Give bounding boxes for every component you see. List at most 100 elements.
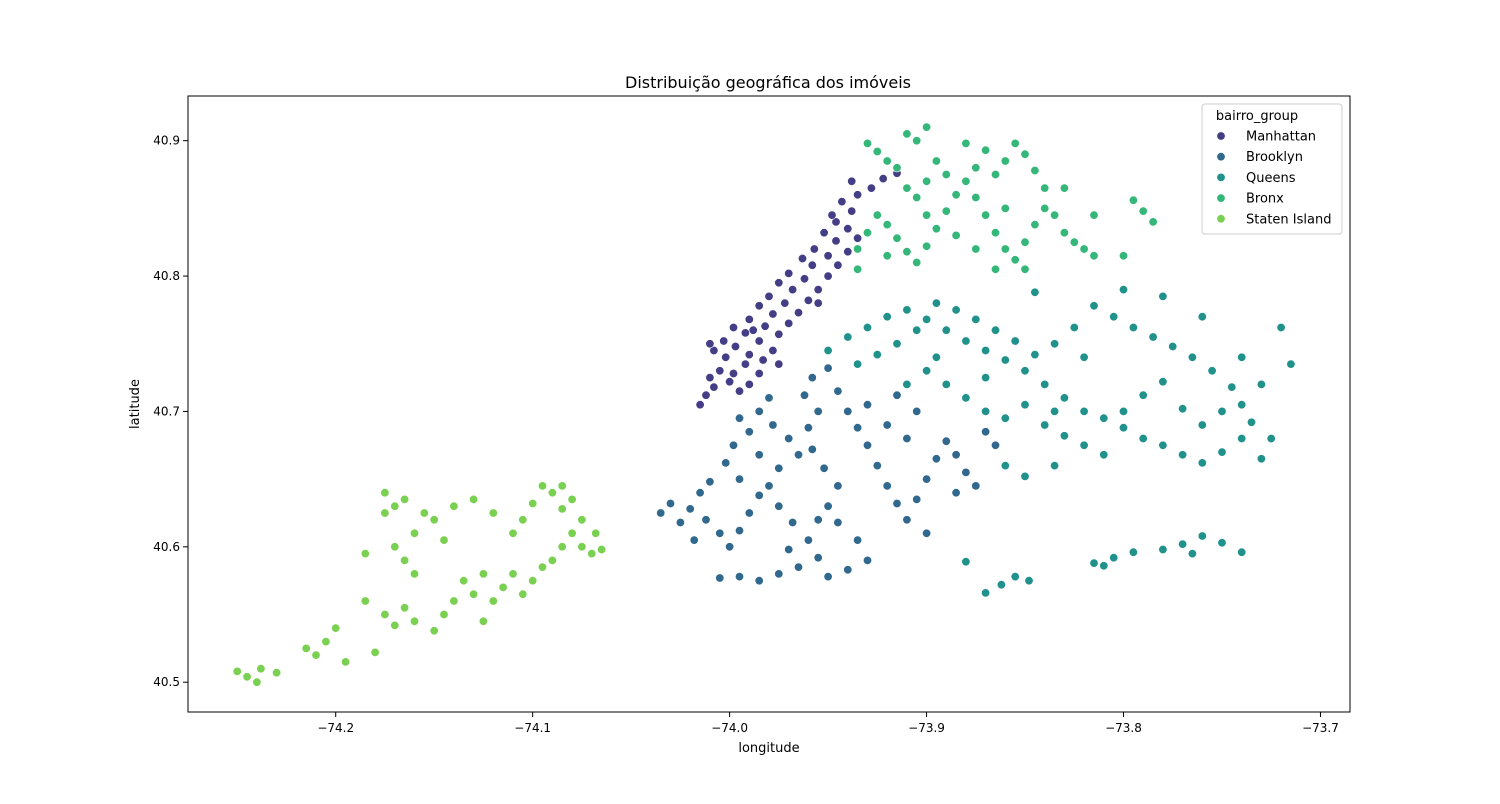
data-point [709, 382, 719, 392]
data-point [1079, 406, 1089, 416]
data-point [597, 544, 607, 554]
data-point [990, 170, 1000, 180]
x-axis-label: longitude [738, 741, 799, 756]
data-point [971, 244, 981, 254]
data-point [1079, 352, 1089, 362]
data-point [1128, 547, 1138, 557]
series-bronx [853, 122, 1158, 274]
data-point [754, 301, 764, 311]
data-point [537, 481, 547, 491]
data-point [971, 481, 981, 491]
data-point [1119, 285, 1129, 295]
data-point [1030, 350, 1040, 360]
data-point [1050, 210, 1060, 220]
data-point [728, 440, 738, 450]
data-point [1020, 400, 1030, 410]
data-point [892, 233, 902, 243]
data-point [1178, 539, 1188, 549]
data-point [587, 549, 597, 559]
data-point [390, 542, 400, 552]
data-point [1207, 366, 1217, 376]
data-point [439, 609, 449, 619]
data-point [862, 138, 872, 148]
data-point [1069, 322, 1079, 332]
data-point [754, 450, 764, 460]
data-point [862, 555, 872, 565]
x-axis: −74.2 −74.1 −74.0 −73.9 −73.8 −73.7 [317, 712, 1339, 735]
data-point [754, 368, 764, 378]
data-point [1119, 423, 1129, 433]
data-point [862, 400, 872, 410]
y-tick-label: 40.5 [153, 675, 180, 689]
data-point [734, 386, 744, 396]
x-tick-label: −74.2 [317, 721, 354, 735]
data-point [478, 569, 488, 579]
data-point [823, 251, 833, 261]
data-point [1000, 203, 1010, 213]
data-point [843, 224, 853, 234]
data-point [400, 603, 410, 613]
data-point [1030, 166, 1040, 176]
x-tick-label: −73.7 [1302, 721, 1339, 735]
data-point [784, 433, 794, 443]
data-point [508, 528, 518, 538]
data-point [878, 174, 888, 184]
data-point [1237, 433, 1247, 443]
data-point [784, 268, 794, 278]
legend-label: Staten Island [1246, 212, 1331, 227]
data-point [1109, 312, 1119, 322]
data-point [971, 314, 981, 324]
data-point [922, 366, 932, 376]
data-point [961, 557, 971, 567]
legend-marker [1216, 152, 1226, 162]
data-point [951, 305, 961, 315]
legend-marker [1216, 172, 1226, 182]
data-point [758, 355, 768, 365]
data-point [996, 580, 1006, 590]
data-point [1024, 576, 1034, 586]
data-point [557, 542, 567, 552]
data-point [1237, 352, 1247, 362]
data-point [793, 562, 803, 572]
data-point [577, 542, 587, 552]
data-point [1197, 312, 1207, 322]
data-point [902, 515, 912, 525]
data-point [803, 295, 813, 305]
series-queens [823, 285, 1296, 598]
data-point [981, 145, 991, 155]
data-point [1079, 440, 1089, 450]
data-point [508, 569, 518, 579]
data-point [1089, 558, 1099, 568]
data-point [902, 379, 912, 389]
data-point [567, 494, 577, 504]
data-point [951, 230, 961, 240]
data-point [1010, 336, 1020, 346]
data-point [813, 406, 823, 416]
data-point [1050, 339, 1060, 349]
data-point [701, 390, 711, 400]
data-point [730, 341, 740, 351]
data-point [768, 309, 778, 319]
data-point [788, 517, 798, 527]
data-point [862, 228, 872, 238]
data-point [941, 379, 951, 389]
data-point [1020, 237, 1030, 247]
data-point [902, 247, 912, 257]
data-point [774, 501, 784, 511]
data-point [1040, 203, 1050, 213]
data-point [768, 345, 778, 355]
data-point [665, 498, 675, 508]
data-point [725, 542, 735, 552]
data-point [843, 332, 853, 342]
data-point [242, 672, 252, 682]
data-point [1030, 287, 1040, 297]
data-point [1237, 400, 1247, 410]
data-point [951, 488, 961, 498]
data-point [774, 569, 784, 579]
data-point [892, 163, 902, 173]
data-point [1138, 390, 1148, 400]
data-point [321, 637, 331, 647]
data-point [728, 322, 738, 332]
data-point [853, 244, 863, 254]
data-point [754, 406, 764, 416]
